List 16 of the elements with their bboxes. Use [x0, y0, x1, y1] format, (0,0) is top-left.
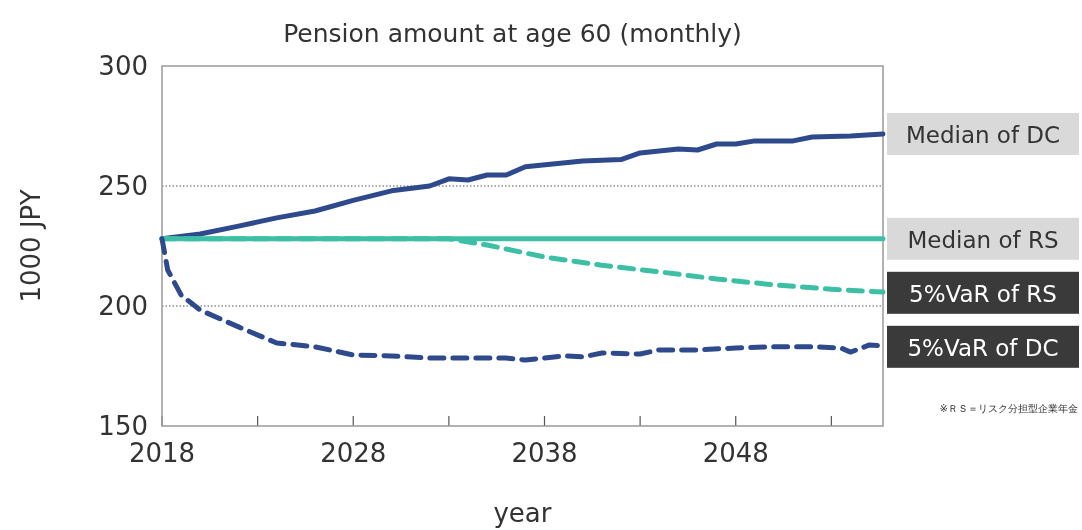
text: ※ＲＳ＝リスク分担型企業年金: [939, 403, 1078, 414]
y-tick-label: 300: [98, 51, 148, 81]
series-label: 5%VaR of RS: [909, 280, 1057, 307]
y-tick-label: 150: [98, 411, 148, 441]
y-tick-label: 200: [98, 291, 148, 321]
y-tick-label: 250: [98, 171, 148, 201]
x-axis-title: year: [493, 498, 552, 528]
series-label: Median of DC: [905, 121, 1061, 148]
x-tick-label: 2018: [128, 438, 196, 468]
chart-title: Pension amount at age 60 (monthly): [283, 19, 742, 48]
series-label: Median of RS: [907, 226, 1059, 253]
x-tick-label: 2028: [320, 438, 387, 468]
x-tick-label: 2038: [511, 438, 578, 468]
y-axis-title: 1000 JPY: [16, 189, 46, 303]
x-tick-label: 2048: [702, 438, 769, 468]
series-label: 5%VaR of DC: [907, 334, 1059, 361]
